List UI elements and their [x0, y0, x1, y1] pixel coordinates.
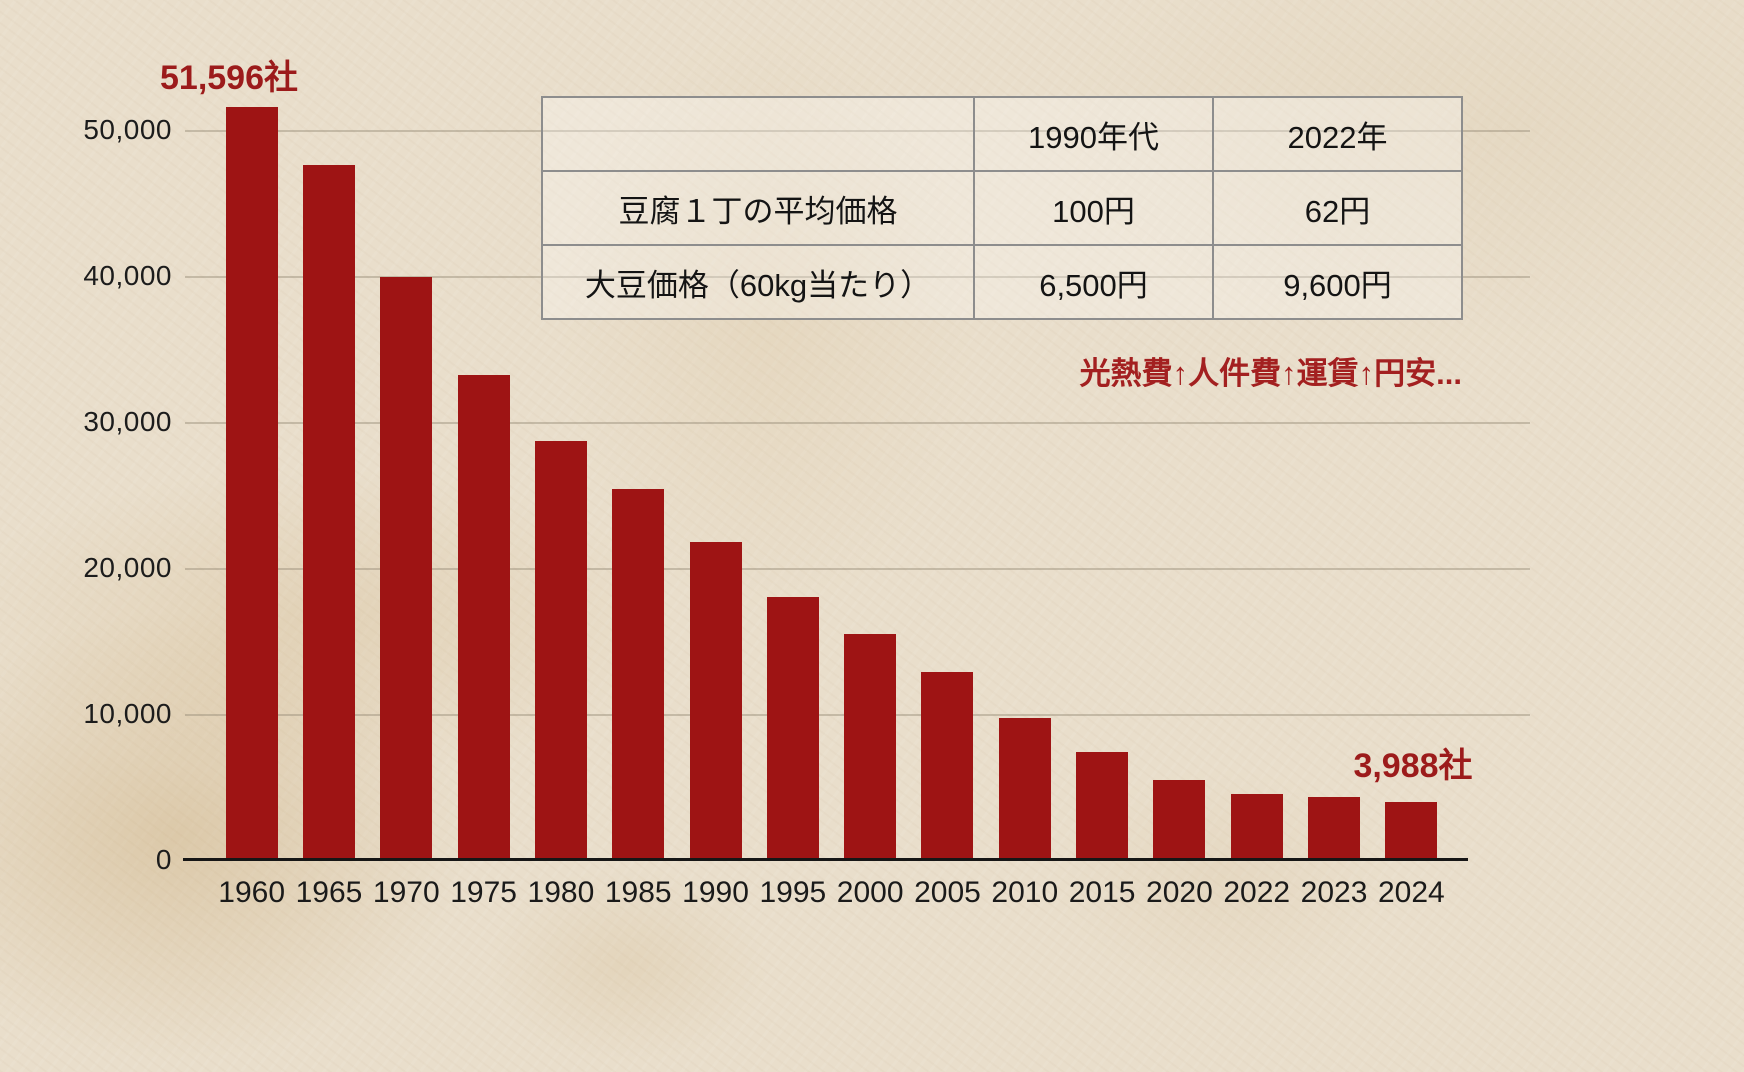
bar-2023	[1308, 797, 1361, 860]
y-tick-label-50,000: 50,000	[83, 114, 172, 145]
x-tick-label-1965: 1965	[295, 876, 363, 909]
bar-2010	[998, 718, 1051, 860]
x-tick-label-2010: 2010	[991, 876, 1059, 909]
y-tick-label-30,000: 30,000	[83, 406, 172, 437]
table-header-1990s: 1990年代	[973, 96, 1214, 172]
y-tick-label-0: 0	[155, 844, 172, 875]
x-tick-label-2015: 2015	[1068, 876, 1136, 909]
bar-slot-1995: 1995	[754, 130, 831, 909]
bar-2000	[844, 633, 897, 860]
bar-slot-2024: 2024	[1373, 130, 1450, 909]
x-tick-label-1980: 1980	[527, 876, 595, 909]
y-tick-label-20,000: 20,000	[83, 552, 172, 583]
bar-2024	[1385, 801, 1438, 860]
bar-slot-2000: 2000	[832, 130, 909, 909]
x-tick-label-2023: 2023	[1300, 876, 1368, 909]
bar-slot-1980: 1980	[522, 130, 599, 909]
bar-1980	[534, 440, 587, 860]
bar-1965	[302, 165, 355, 860]
tofu-price-1990s: 100円	[973, 170, 1214, 246]
x-tick-label-2024: 2024	[1377, 876, 1445, 909]
x-tick-label-1990: 1990	[682, 876, 749, 909]
bar-slot-2020: 2020	[1141, 130, 1218, 909]
bar-1985	[612, 489, 665, 860]
bar-1975	[457, 375, 510, 860]
table-header-2022: 2022年	[1212, 96, 1463, 172]
x-tick-label-2022: 2022	[1223, 876, 1291, 909]
x-tick-label-1975: 1975	[450, 876, 517, 909]
x-tick-label-1970: 1970	[372, 876, 440, 909]
last-bar-value-label: 3,988社	[1353, 747, 1473, 785]
x-tick-label-2020: 2020	[1146, 876, 1213, 909]
bar-1995	[766, 597, 819, 860]
bar-2020	[1153, 779, 1206, 860]
bar-1990	[689, 541, 742, 860]
bar-slot-1965: 1965	[290, 130, 367, 909]
tofu-price-2022: 62円	[1212, 170, 1463, 246]
bar-2022	[1230, 794, 1283, 860]
bar-slot-2005: 2005	[909, 130, 986, 909]
first-bar-value-label: 51,596社	[160, 59, 298, 97]
price-comparison-table: 1990年代 2022年 豆腐１丁の平均価格 100円 62円 大豆価格（60k…	[541, 96, 1463, 320]
table-row-tofu-price: 豆腐１丁の平均価格 100円 62円	[541, 170, 1463, 246]
bar-2005	[921, 671, 974, 860]
table-header-row: 1990年代 2022年	[541, 96, 1463, 172]
table-row-soybean-price: 大豆価格（60kg当たり） 6,500円 9,600円	[541, 244, 1463, 320]
y-tick-label-40,000: 40,000	[83, 260, 172, 291]
y-tick-label-10,000: 10,000	[83, 698, 172, 729]
bar-slot-1970: 1970	[368, 130, 445, 909]
x-tick-label-2005: 2005	[914, 876, 981, 909]
bar-slot-2010: 2010	[986, 130, 1063, 909]
bar-2015	[1076, 751, 1129, 860]
x-axis-line	[183, 858, 1468, 861]
bar-1960	[225, 106, 278, 860]
row-label-tofu-price: 豆腐１丁の平均価格	[541, 170, 975, 246]
x-tick-label-2000: 2000	[836, 876, 904, 909]
cost-increase-note: 光熱費↑人件費↑運賃↑円安...	[1079, 356, 1462, 391]
row-label-soybean-price: 大豆価格（60kg当たり）	[541, 244, 975, 320]
x-tick-label-1960: 1960	[218, 876, 286, 909]
bar-slot-1960: 1960	[213, 106, 290, 909]
x-tick-label-1995: 1995	[759, 876, 827, 909]
bar-1970	[380, 277, 433, 860]
bar-series: 1960 1965 1970 1975 1980 1985 1990 1995 2000 2005…	[213, 106, 1450, 909]
bar-slot-1975: 1975	[445, 130, 522, 909]
bar-slot-1985: 1985	[600, 130, 677, 909]
bar-slot-1990: 1990	[677, 130, 754, 909]
bar-slot-2022: 2022	[1218, 130, 1295, 909]
soybean-price-1990s: 6,500円	[973, 244, 1214, 320]
soybean-price-2022: 9,600円	[1212, 244, 1463, 320]
bar-slot-2015: 2015	[1063, 130, 1140, 909]
table-header-empty	[541, 96, 975, 172]
x-tick-label-1985: 1985	[604, 876, 672, 909]
bar-slot-2023: 2023	[1295, 130, 1372, 909]
y-axis: 0 10,000 20,000 30,000 40,000 50,000	[0, 0, 172, 1072]
